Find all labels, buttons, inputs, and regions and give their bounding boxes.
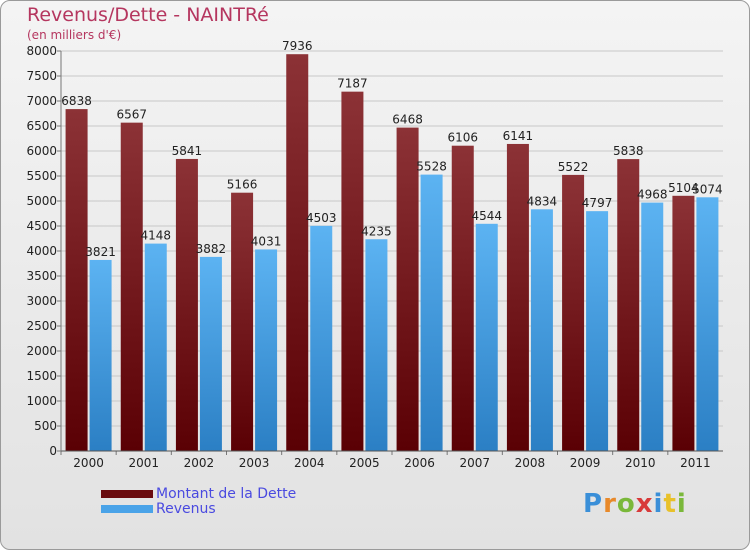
chart-title: Revenus/Dette - NAINTRé bbox=[27, 4, 269, 26]
bar-revenus bbox=[365, 239, 388, 451]
data-label-debt: 5104 bbox=[668, 181, 699, 195]
bar-revenus bbox=[420, 174, 443, 451]
bar-revenus bbox=[641, 202, 664, 451]
data-label-debt: 5838 bbox=[613, 144, 644, 158]
y-tick-label: 6000 bbox=[26, 144, 57, 158]
y-tick-label: 6500 bbox=[26, 119, 57, 133]
y-tick-label: 5000 bbox=[26, 194, 57, 208]
x-tick-label: 2006 bbox=[404, 456, 435, 470]
bar-debt bbox=[562, 174, 585, 451]
data-label-revenus: 3882 bbox=[196, 242, 227, 256]
chart-subtitle: (en milliers d'€) bbox=[27, 28, 122, 42]
y-tick-label: 1000 bbox=[26, 394, 57, 408]
y-tick-label: 7000 bbox=[26, 94, 57, 108]
data-label-debt: 7187 bbox=[337, 77, 368, 91]
x-tick-label: 2004 bbox=[294, 456, 325, 470]
bar-revenus bbox=[530, 209, 553, 451]
y-tick-label: 7500 bbox=[26, 69, 57, 83]
bar-debt bbox=[396, 127, 419, 451]
x-tick-label: 2000 bbox=[73, 456, 104, 470]
data-label-debt: 6838 bbox=[61, 94, 92, 108]
x-tick-label: 2011 bbox=[680, 456, 711, 470]
data-label-debt: 5522 bbox=[558, 160, 589, 174]
y-tick-label: 2000 bbox=[26, 344, 57, 358]
bar-debt bbox=[341, 91, 364, 452]
legend-swatch-debt bbox=[101, 490, 153, 498]
x-tick-label: 2002 bbox=[184, 456, 215, 470]
data-label-revenus: 3821 bbox=[85, 245, 116, 259]
y-tick-label: 4000 bbox=[26, 244, 57, 258]
legend-swatch-revenus bbox=[101, 505, 153, 513]
data-label-revenus: 4148 bbox=[140, 229, 171, 243]
x-tick-label: 2009 bbox=[570, 456, 601, 470]
data-label-debt: 5841 bbox=[172, 144, 203, 158]
bar-debt bbox=[120, 122, 143, 452]
data-label-revenus: 4031 bbox=[251, 234, 282, 248]
data-label-debt: 6567 bbox=[116, 108, 147, 122]
bar-debt bbox=[286, 54, 309, 451]
bar-debt bbox=[175, 158, 198, 451]
data-label-revenus: 4834 bbox=[527, 194, 558, 208]
x-tick-label: 2001 bbox=[128, 456, 159, 470]
y-tick-label: 0 bbox=[49, 444, 57, 458]
data-label-revenus: 4544 bbox=[471, 209, 502, 223]
bar-revenus bbox=[89, 259, 112, 451]
bar-debt bbox=[451, 145, 474, 451]
data-label-revenus: 5528 bbox=[416, 160, 447, 174]
bar-debt bbox=[506, 143, 529, 451]
bar-revenus bbox=[586, 211, 609, 451]
y-tick-label: 8000 bbox=[26, 44, 57, 58]
y-tick-label: 1500 bbox=[26, 369, 57, 383]
data-label-debt: 6468 bbox=[392, 113, 423, 127]
bar-revenus bbox=[310, 225, 333, 451]
data-label-debt: 6106 bbox=[447, 131, 478, 145]
data-label-revenus: 4968 bbox=[637, 188, 668, 202]
bar-revenus bbox=[199, 256, 222, 451]
x-tick-label: 2007 bbox=[459, 456, 490, 470]
y-tick-label: 5500 bbox=[26, 169, 57, 183]
y-tick-label: 2500 bbox=[26, 319, 57, 333]
bar-debt bbox=[617, 159, 640, 451]
data-label-debt: 7936 bbox=[282, 39, 313, 53]
x-tick-label: 2005 bbox=[349, 456, 380, 470]
bar-debt bbox=[231, 192, 254, 451]
data-label-debt: 6141 bbox=[503, 129, 534, 143]
y-tick-label: 500 bbox=[34, 419, 57, 433]
data-label-revenus: 4235 bbox=[361, 224, 392, 238]
bar-revenus bbox=[144, 243, 167, 451]
bar-debt bbox=[65, 109, 88, 451]
legend-label-revenus: Revenus bbox=[156, 501, 216, 517]
data-label-revenus: 5074 bbox=[692, 182, 723, 196]
bar-revenus bbox=[255, 249, 278, 451]
legend-label-debt: Montant de la Dette bbox=[156, 486, 297, 502]
y-tick-label: 3000 bbox=[26, 294, 57, 308]
x-tick-label: 2003 bbox=[239, 456, 270, 470]
x-tick-label: 2010 bbox=[625, 456, 656, 470]
y-tick-label: 4500 bbox=[26, 219, 57, 233]
data-label-debt: 5166 bbox=[227, 178, 258, 192]
bar-revenus bbox=[475, 223, 498, 451]
x-tick-label: 2008 bbox=[515, 456, 546, 470]
bar-debt bbox=[672, 195, 695, 451]
bar-revenus bbox=[696, 197, 719, 451]
data-label-revenus: 4797 bbox=[582, 196, 613, 210]
proxiti-logo: Proxiti bbox=[583, 489, 687, 519]
y-tick-label: 3500 bbox=[26, 269, 57, 283]
data-label-revenus: 4503 bbox=[306, 211, 337, 225]
